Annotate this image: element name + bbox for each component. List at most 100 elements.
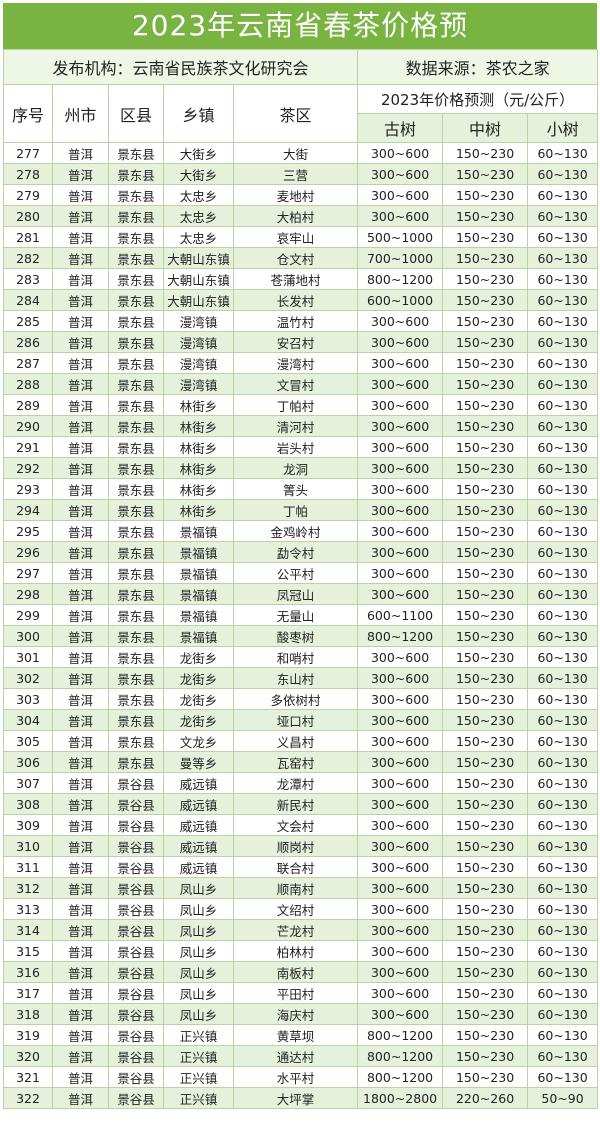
header-mid-tree: 中树	[442, 113, 529, 143]
cell-town: 文龙乡	[163, 730, 234, 752]
price-table: 发布机构：云南省民族茶文化研究会 数据来源：茶农之家 序号 州市 区县 乡镇 茶…	[2, 49, 599, 1109]
cell-area: 酸枣树	[232, 625, 359, 647]
cell-city: 普洱	[52, 583, 109, 605]
cell-town: 林街乡	[163, 457, 234, 479]
cell-small-tree-price: 60~130	[527, 982, 599, 1004]
cell-county: 景东县	[108, 667, 164, 689]
cell-mid-tree-price: 150~230	[442, 835, 529, 857]
cell-mid-tree-price: 150~230	[442, 940, 529, 962]
cell-no: 286	[3, 331, 53, 353]
cell-city: 普洱	[52, 940, 109, 962]
cell-no: 299	[3, 604, 53, 626]
cell-area: 顺南村	[232, 877, 359, 899]
cell-no: 284	[3, 289, 53, 311]
cell-mid-tree-price: 150~230	[442, 919, 529, 941]
cell-small-tree-price: 60~130	[527, 205, 599, 227]
cell-small-tree-price: 60~130	[527, 730, 599, 752]
cell-old-tree-price: 800~1200	[357, 268, 444, 290]
table-row: 279 普洱 景东县 太忠乡 麦地村 300~600 150~230 60~130	[3, 184, 599, 206]
cell-no: 279	[3, 184, 53, 206]
table-row: 318 普洱 景谷县 凤山乡 海庆村 300~600 150~230 60~130	[3, 1003, 599, 1025]
cell-old-tree-price: 300~600	[357, 352, 444, 374]
cell-small-tree-price: 60~130	[527, 310, 599, 332]
cell-town: 太忠乡	[163, 226, 234, 248]
table-row: 305 普洱 景东县 文龙乡 义昌村 300~600 150~230 60~130	[3, 730, 599, 752]
cell-city: 普洱	[52, 1066, 109, 1088]
cell-area: 丁帕村	[232, 394, 359, 416]
cell-mid-tree-price: 150~230	[442, 352, 529, 374]
cell-city: 普洱	[52, 898, 109, 920]
cell-city: 普洱	[52, 352, 109, 374]
header-no: 序号	[3, 84, 53, 143]
cell-town: 漫湾镇	[163, 373, 234, 395]
cell-small-tree-price: 60~130	[527, 331, 599, 353]
cell-old-tree-price: 300~600	[357, 436, 444, 458]
cell-no: 282	[3, 247, 53, 269]
cell-town: 曼等乡	[163, 751, 234, 773]
cell-small-tree-price: 60~130	[527, 352, 599, 374]
cell-small-tree-price: 60~130	[527, 688, 599, 710]
cell-town: 凤山乡	[163, 877, 234, 899]
cell-county: 景谷县	[108, 877, 164, 899]
cell-town: 漫湾镇	[163, 331, 234, 353]
table-row: 297 普洱 景东县 景福镇 公平村 300~600 150~230 60~130	[3, 562, 599, 584]
cell-old-tree-price: 300~600	[357, 541, 444, 563]
cell-area: 清河村	[232, 415, 359, 437]
cell-county: 景谷县	[108, 772, 164, 794]
cell-no: 281	[3, 226, 53, 248]
cell-town: 正兴镇	[163, 1024, 234, 1046]
cell-no: 316	[3, 961, 53, 983]
cell-town: 龙街乡	[163, 646, 234, 668]
cell-county: 景东县	[108, 415, 164, 437]
cell-area: 瓦窑村	[232, 751, 359, 773]
cell-area: 温竹村	[232, 310, 359, 332]
cell-city: 普洱	[52, 877, 109, 899]
cell-area: 箐头	[232, 478, 359, 500]
cell-old-tree-price: 300~600	[357, 940, 444, 962]
cell-county: 景谷县	[108, 856, 164, 878]
cell-no: 280	[3, 205, 53, 227]
table-row: 296 普洱 景东县 景福镇 勐令村 300~600 150~230 60~130	[3, 541, 599, 563]
cell-town: 漫湾镇	[163, 310, 234, 332]
cell-small-tree-price: 60~130	[527, 457, 599, 479]
cell-mid-tree-price: 150~230	[442, 205, 529, 227]
cell-no: 309	[3, 814, 53, 836]
cell-mid-tree-price: 150~230	[442, 1066, 529, 1088]
cell-no: 297	[3, 562, 53, 584]
table-row: 278 普洱 景东县 大街乡 三营 300~600 150~230 60~130	[3, 163, 599, 185]
cell-no: 277	[3, 142, 53, 164]
cell-town: 龙街乡	[163, 709, 234, 731]
table-row: 301 普洱 景东县 龙街乡 和哨村 300~600 150~230 60~130	[3, 646, 599, 668]
cell-mid-tree-price: 150~230	[442, 625, 529, 647]
cell-town: 漫湾镇	[163, 352, 234, 374]
cell-town: 凤山乡	[163, 940, 234, 962]
cell-town: 威远镇	[163, 772, 234, 794]
cell-county: 景谷县	[108, 1024, 164, 1046]
cell-mid-tree-price: 150~230	[442, 688, 529, 710]
cell-old-tree-price: 300~600	[357, 142, 444, 164]
cell-area: 联合村	[232, 856, 359, 878]
cell-city: 普洱	[52, 562, 109, 584]
cell-small-tree-price: 60~130	[527, 247, 599, 269]
cell-town: 景福镇	[163, 583, 234, 605]
cell-city: 普洱	[52, 646, 109, 668]
cell-small-tree-price: 60~130	[527, 856, 599, 878]
cell-small-tree-price: 60~130	[527, 1003, 599, 1025]
cell-old-tree-price: 300~600	[357, 478, 444, 500]
cell-small-tree-price: 60~130	[527, 226, 599, 248]
cell-area: 义昌村	[232, 730, 359, 752]
cell-mid-tree-price: 150~230	[442, 499, 529, 521]
cell-county: 景谷县	[108, 919, 164, 941]
cell-city: 普洱	[52, 247, 109, 269]
cell-small-tree-price: 60~130	[527, 142, 599, 164]
cell-no: 315	[3, 940, 53, 962]
cell-county: 景东县	[108, 226, 164, 248]
cell-town: 林街乡	[163, 499, 234, 521]
cell-county: 景谷县	[108, 814, 164, 836]
cell-mid-tree-price: 150~230	[442, 268, 529, 290]
cell-no: 304	[3, 709, 53, 731]
cell-area: 海庆村	[232, 1003, 359, 1025]
cell-town: 景福镇	[163, 604, 234, 626]
cell-county: 景东县	[108, 583, 164, 605]
cell-town: 凤山乡	[163, 919, 234, 941]
